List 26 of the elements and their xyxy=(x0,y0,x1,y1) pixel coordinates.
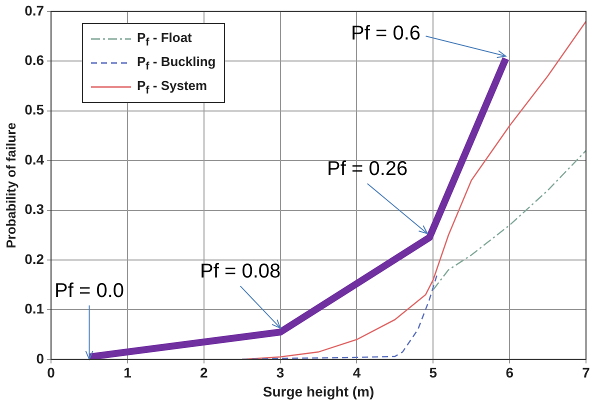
legend-label: P$_{f}$ - Float xyxy=(137,30,192,48)
y-tick-label: 0.5 xyxy=(24,102,44,118)
annotation: Pf = 0.0 xyxy=(54,280,124,302)
y-tick-label: 0.1 xyxy=(24,300,44,317)
x-tick-label: 4 xyxy=(352,364,361,381)
annotation: Pf = 0.26 xyxy=(327,158,408,180)
y-axis-title: Probability of failure xyxy=(3,122,18,248)
x-tick-label: 5 xyxy=(429,364,438,381)
x-tick-label: 7 xyxy=(582,364,590,381)
x-tick-label: 1 xyxy=(124,364,132,381)
x-axis-title: Surge height (m) xyxy=(262,383,374,400)
y-tick-label: 0 xyxy=(36,350,44,366)
legend-label: P$_{f}$ - System xyxy=(137,78,208,96)
y-tick-label: 0.3 xyxy=(24,201,44,218)
annotation: Pf = 0.6 xyxy=(351,22,421,45)
x-tick-label: 3 xyxy=(276,364,284,381)
x-tick-label: 0 xyxy=(47,364,56,381)
legend-label: P$_{f}$ - Buckling xyxy=(137,54,216,72)
y-tick-label: 0.4 xyxy=(24,151,44,168)
line-series xyxy=(432,150,586,290)
annotation: Pf = 0.08 xyxy=(200,260,281,283)
y-tick-label: 0.6 xyxy=(24,52,44,68)
x-tick-label: 6 xyxy=(506,364,514,381)
y-tick-label: 0.2 xyxy=(24,250,44,267)
x-tick-label: 2 xyxy=(200,364,208,381)
y-tick-label: 0.7 xyxy=(24,2,44,18)
